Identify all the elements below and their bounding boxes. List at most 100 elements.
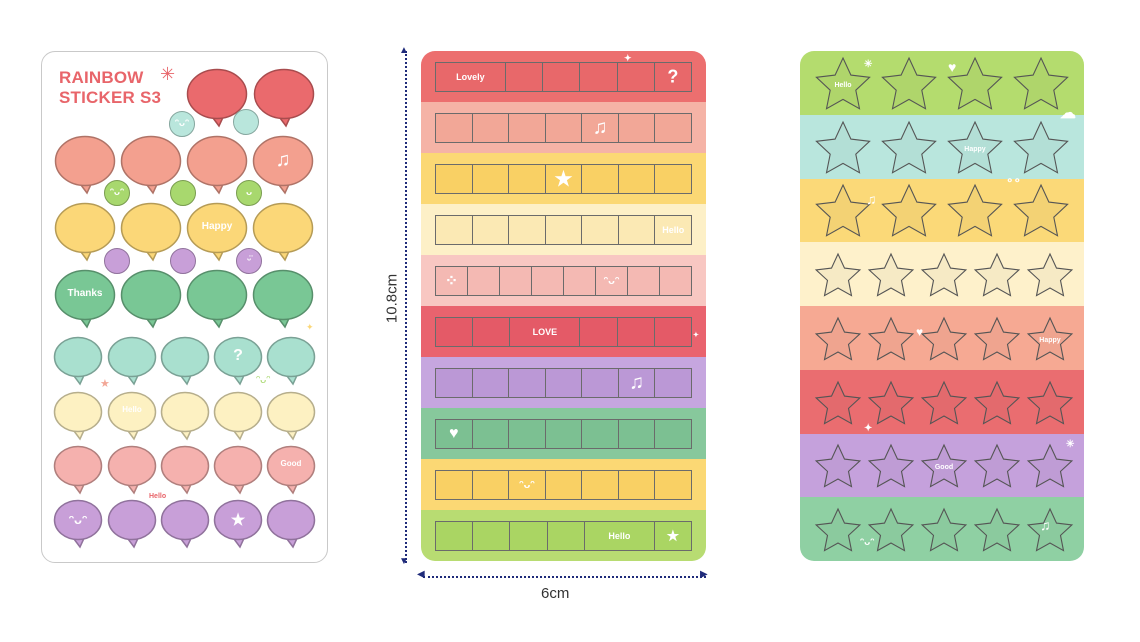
star-sticker (879, 54, 939, 114)
checkbox-cell: Hello (655, 216, 692, 244)
checkbox-row: LOVE (435, 317, 692, 347)
checkbox-cell (582, 369, 619, 397)
checkbox-cell: ᵔᴗᵔ (509, 471, 546, 499)
checkbox-cell (436, 471, 473, 499)
sparkle-icon: ✦ (624, 53, 632, 63)
checkbox-cell (545, 471, 583, 499)
speech-bubble (266, 336, 316, 388)
checkbox-cell (545, 216, 583, 244)
checkbox-cell (545, 114, 583, 142)
speech-bubble (186, 68, 248, 130)
checkbox-cell (473, 522, 511, 550)
checkbox-cell (655, 165, 692, 193)
checkbox-cell (618, 471, 656, 499)
star-sticker (972, 441, 1022, 491)
speech-bubble (53, 391, 103, 443)
checkbox-cell: ⁘ (436, 267, 468, 295)
checkbox-cell (655, 114, 692, 142)
checkbox-cell (509, 114, 546, 142)
checkbox-cell (509, 216, 546, 244)
star-sticker: Hello (813, 54, 873, 114)
round-sticker (233, 109, 259, 135)
stripe-band (800, 242, 1084, 307)
star-icon: ★ (666, 527, 680, 544)
stripe-band: Hello ★ (421, 510, 706, 561)
checkbox-cell: Hello (584, 522, 655, 550)
speech-bubble (186, 135, 248, 197)
checkbox-cell (543, 63, 581, 91)
checkbox-cell (545, 369, 583, 397)
speech-bubble (160, 336, 210, 388)
star-sticker (866, 314, 916, 364)
speech-bubble (107, 499, 157, 551)
star-sticker (972, 250, 1022, 300)
checkbox-cell (654, 318, 692, 346)
checkbox-cell (655, 420, 692, 448)
stripe-band: Hello (800, 51, 1084, 116)
checkbox-cell (436, 216, 473, 244)
star-sticker (972, 505, 1022, 555)
checkbox-cell (436, 522, 474, 550)
star-sticker (919, 250, 969, 300)
smile-sticker: ᵔᴗᵔ (104, 180, 130, 206)
bubble-label: Hello (122, 405, 142, 414)
music-note-icon: ♫ (275, 149, 291, 171)
star-sticker (879, 118, 939, 178)
checkbox-row: ♥ (435, 419, 692, 449)
round-sticker (170, 180, 196, 206)
checkbox-cell (582, 165, 619, 193)
dots-icon: ∘∘ (1006, 173, 1022, 187)
speech-bubble (120, 269, 182, 331)
checkbox-cell (500, 267, 532, 295)
star-sticker (1025, 505, 1075, 555)
checkbox-cell (505, 63, 544, 91)
checkbox-row: ♫ (435, 113, 692, 143)
speech-bubble (253, 68, 315, 130)
checkbox-cell (582, 420, 619, 448)
star-sticker (1025, 378, 1075, 428)
checkbox-cell (618, 216, 656, 244)
sun-icon: ✳ (160, 64, 176, 84)
checkbox-cell (472, 369, 510, 397)
star-deco-icon: ✦ (306, 322, 314, 332)
speech-bubble (160, 445, 210, 497)
question-icon: ? (233, 347, 243, 364)
checkbox-cell (532, 267, 564, 295)
speech-bubble (120, 202, 182, 264)
checkbox-cell (510, 522, 548, 550)
stripe-band: ♥ (421, 408, 706, 460)
bubble-label: Happy (201, 221, 233, 232)
checkbox-grid-sticker-sheet: Lovely? ♫ ★ Hello ⁘ ᵔᴗᵔ LOVE ♫ ♥ ᵔᴗᵔ Hello ★ ✦ ✦ (421, 51, 706, 561)
heart-icon: ♥ (916, 325, 924, 339)
smile-icon: ᵔᴗᵔ (603, 275, 620, 287)
speech-bubble: Good (266, 445, 316, 497)
star-sticker (1025, 250, 1075, 300)
speech-bubble (53, 336, 103, 388)
speech-bubble: ? (213, 336, 263, 388)
stripe-band (800, 369, 1084, 435)
arrow-down-icon: ▼ (399, 556, 409, 567)
checkbox-cell (618, 420, 656, 448)
width-label: 6cm (541, 585, 570, 602)
speech-bubble: ♫ (252, 135, 314, 197)
checkbox-cell (468, 267, 500, 295)
speech-bubble (54, 202, 116, 264)
heart-icon: ♥ (449, 425, 459, 442)
checkbox-cell: ♫ (618, 369, 656, 397)
stripe-band: ⁘ ᵔᴗᵔ (421, 255, 706, 307)
smile-icon: ᵔᴗᵔ (519, 479, 535, 491)
checkbox-cell: Lovely (436, 63, 506, 91)
checkbox-cell (472, 471, 510, 499)
checkbox-cell: ♫ (582, 114, 619, 142)
checkbox-row: ᵔᴗᵔ (435, 470, 692, 500)
speech-bubble: ★ (213, 499, 263, 551)
speech-bubble (160, 499, 210, 551)
stripe-band: Hello (421, 204, 706, 256)
star-sticker: Good (919, 441, 969, 491)
arrow-right-icon: ▶ (700, 569, 708, 580)
face-sticker: ᵕ̈ (236, 248, 262, 274)
checkbox-cell: ★ (654, 522, 692, 550)
speech-bubble (266, 499, 316, 551)
speech-bubble (120, 135, 182, 197)
checkbox-cell (580, 318, 618, 346)
